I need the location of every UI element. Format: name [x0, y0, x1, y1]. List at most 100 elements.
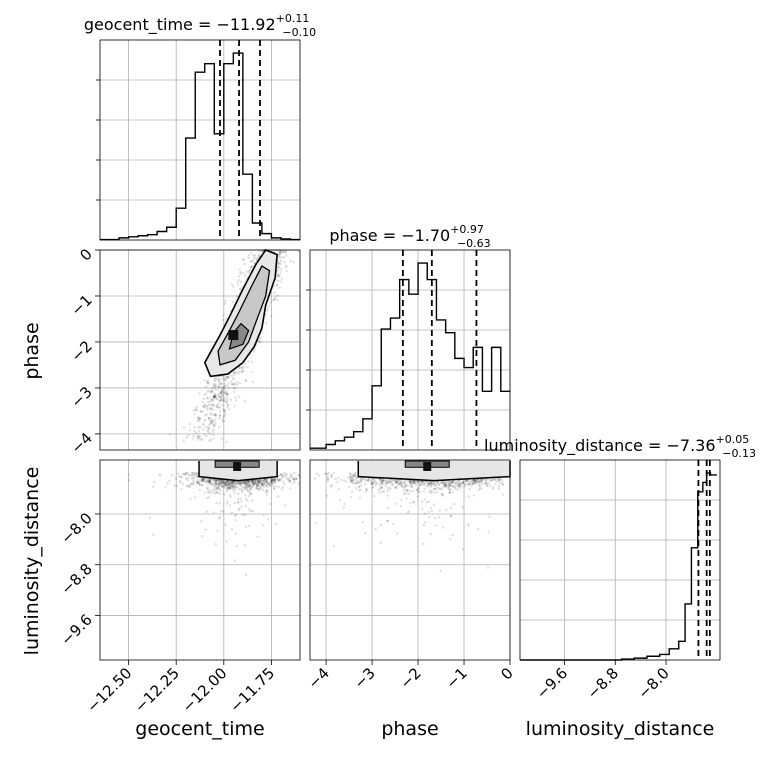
scatter-point: [198, 483, 201, 486]
scatter-point: [409, 501, 412, 505]
scatter-point: [460, 484, 463, 487]
scatter-point: [353, 474, 357, 478]
scatter-point: [480, 478, 483, 481]
scatter-point: [323, 472, 326, 475]
scatter-point: [427, 515, 431, 519]
scatter-point: [211, 402, 214, 406]
scatter-point: [232, 489, 235, 492]
scatter-point: [256, 483, 259, 487]
scatter-point: [216, 529, 219, 533]
scatter-point: [260, 482, 263, 485]
scatter-point: [237, 275, 241, 278]
scatter-point: [230, 283, 234, 286]
scatter-point: [485, 482, 488, 485]
scatter-point: [214, 478, 217, 482]
scatter-point: [349, 478, 353, 481]
scatter-point: [231, 480, 234, 483]
scatter-point: [253, 261, 256, 264]
scatter-point: [458, 484, 462, 488]
title-phase-minus: −0.63: [457, 237, 491, 250]
scatter-point: [232, 374, 236, 377]
scatter-point: [350, 490, 354, 493]
scatter-point: [363, 477, 367, 480]
scatter-point: [199, 426, 202, 429]
scatter-point: [472, 478, 475, 482]
scatter-point: [420, 481, 424, 484]
scatter-point: [479, 478, 483, 482]
scatter-point: [248, 484, 252, 487]
scatter-point: [223, 481, 226, 485]
scatter-point: [213, 492, 216, 495]
scatter-point: [451, 491, 454, 494]
scatter-point: [212, 430, 215, 433]
scatter-point: [245, 379, 248, 382]
scatter-point: [476, 481, 479, 484]
scatter-point: [261, 484, 264, 488]
scatter-point: [213, 483, 217, 486]
scatter-point: [252, 482, 255, 485]
scatter-point: [215, 479, 218, 483]
scatter-point: [381, 478, 384, 482]
scatter-point: [265, 479, 268, 482]
scatter-point: [428, 481, 431, 484]
scatter-point: [253, 256, 256, 259]
scatter-point: [420, 500, 424, 503]
scatter-point: [192, 479, 195, 482]
xlabel-phase: phase: [381, 718, 438, 740]
histogram-step-geocent_time: [100, 52, 300, 241]
scatter-point: [231, 487, 235, 490]
scatter-point: [198, 488, 201, 492]
scatter-point: [249, 486, 253, 490]
histogram-bar-geocent_time: [157, 232, 167, 240]
scatter-point: [231, 482, 235, 485]
scatter-point: [229, 487, 232, 490]
scatter-point: [236, 500, 240, 504]
scatter-point: [247, 484, 251, 488]
scatter-point: [242, 257, 245, 261]
scatter-point: [248, 480, 251, 483]
scatter-point: [234, 532, 238, 535]
scatter-point: [398, 482, 402, 485]
scatter-point: [208, 480, 212, 483]
scatter-point: [223, 388, 226, 391]
ylabel-phase: phase: [21, 322, 43, 379]
scatter-point: [224, 400, 228, 404]
scatter-point: [215, 376, 218, 379]
scatter-point: [220, 382, 223, 385]
scatter-point: [202, 423, 206, 427]
scatter-point: [209, 492, 212, 495]
scatter-point: [201, 479, 204, 482]
scatter-point: [192, 483, 195, 486]
scatter-point: [422, 490, 426, 493]
scatter-point: [201, 479, 204, 482]
scatter-point: [348, 477, 352, 480]
scatter-point: [262, 486, 266, 489]
scatter-point: [265, 480, 268, 484]
scatter-point: [208, 479, 211, 482]
scatter-point: [252, 484, 256, 487]
scatter-point: [196, 415, 200, 419]
scatter-point: [277, 266, 280, 270]
scatter-point: [269, 301, 272, 304]
scatter-point: [416, 495, 420, 498]
scatter-point: [441, 494, 444, 497]
scatter-point: [422, 481, 425, 484]
scatter-point: [370, 483, 373, 486]
scatter-point: [206, 479, 210, 482]
scatter-point: [342, 506, 346, 509]
scatter-point: [261, 488, 265, 492]
scatter-point: [449, 514, 453, 518]
scatter-point: [443, 484, 447, 487]
scatter-point: [207, 479, 211, 483]
scatter-point: [367, 478, 371, 481]
scatter-point: [211, 483, 215, 487]
scatter-point: [394, 480, 398, 483]
scatter-point: [218, 395, 221, 398]
scatter-point: [257, 487, 261, 491]
scatter-point: [270, 478, 273, 482]
scatter-point: [205, 434, 208, 438]
scatter-point: [204, 528, 207, 532]
scatter-point: [219, 392, 222, 396]
scatter-point: [353, 482, 356, 485]
